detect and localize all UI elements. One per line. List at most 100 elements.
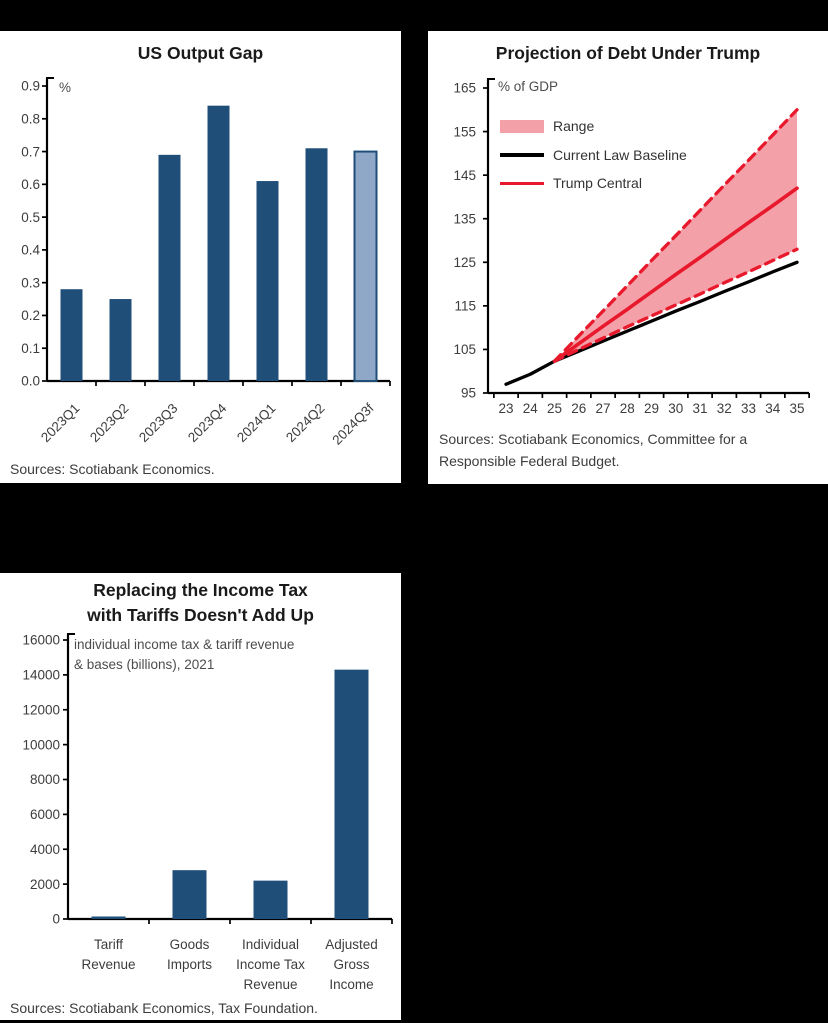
y-tick-label: 16000 xyxy=(22,633,60,648)
x-category-label: Income xyxy=(329,977,373,992)
x-category-label: Individual xyxy=(242,937,299,952)
bar-2023Q4 xyxy=(207,105,230,382)
y-tick-label: 6000 xyxy=(30,807,60,822)
y-tick-label: 165 xyxy=(453,81,476,96)
x-category-label: Revenue xyxy=(81,957,135,972)
debt-projection-line-chart: 95 105 115 125 135 145 155 165 23 24 25 26 27 28 29 30 3… xyxy=(453,78,810,416)
bar-2023Q2 xyxy=(109,299,132,381)
x-tick-label: 32 xyxy=(717,401,732,416)
bar-adjusted-gross-income xyxy=(334,669,369,919)
x-category-label: 2024Q3f xyxy=(329,400,376,447)
y-tick-label: 0.9 xyxy=(21,79,40,94)
bar-2024Q3f xyxy=(353,150,378,382)
chart-title-us-output-gap: US Output Gap xyxy=(137,43,264,63)
sources-note: Sources: Scotiabank Economics, Committee… xyxy=(439,428,747,472)
series-line-range-lower-bound xyxy=(552,247,799,363)
range-band-swatch xyxy=(500,119,544,133)
bar-2024Q1 xyxy=(256,181,279,381)
y-tick-label: 8000 xyxy=(30,772,60,787)
x-category-label: Gross xyxy=(333,957,369,972)
y-tick-label: 0.4 xyxy=(21,243,40,258)
x-tick-label: 33 xyxy=(741,401,756,416)
y-tick-label: 0.2 xyxy=(21,308,40,323)
x-tick-label: 24 xyxy=(523,401,539,416)
y-tick-label: 12000 xyxy=(22,702,60,717)
chart-title-income-tax-tariffs: Replacing the Income Tax with Tariffs Do… xyxy=(0,578,401,628)
title-line-1: Replacing the Income Tax xyxy=(93,580,308,600)
x-tick-label: 26 xyxy=(571,401,586,416)
x-tick-label: 23 xyxy=(498,401,513,416)
legend-label: Trump Central xyxy=(553,175,642,192)
sources-line-1: Sources: Scotiabank Economics, Committee… xyxy=(439,431,748,447)
y-tick-label: 155 xyxy=(453,124,476,139)
legend: Range Current Law Baseline Trump Central xyxy=(500,112,687,198)
bar-2023Q1 xyxy=(60,289,83,381)
red-line-swatch xyxy=(500,181,544,185)
series-line-trump-central xyxy=(552,186,799,363)
sources-note: Sources: Scotiabank Economics, Tax Found… xyxy=(10,1000,318,1016)
sources-line-2: Responsible Federal Budget. xyxy=(439,453,620,469)
y-tick-label: 105 xyxy=(453,342,476,357)
x-category-label: 2023Q4 xyxy=(185,400,230,445)
axis-annotation: individual income tax & tariff revenue &… xyxy=(74,635,294,675)
chart-title-debt-projection: Projection of Debt Under Trump xyxy=(495,43,761,63)
y-tick-label: 145 xyxy=(453,168,476,183)
y-tick-label: 0.0 xyxy=(21,374,40,389)
y-tick-label: 0.7 xyxy=(21,144,40,159)
y-tick-label: 0.1 xyxy=(21,341,40,356)
y-tick-label: 0.5 xyxy=(21,210,40,225)
legend-item-trump-central: Trump Central xyxy=(500,169,687,198)
x-category-label: Tariff xyxy=(94,937,123,952)
y-tick-label: 115 xyxy=(454,299,476,314)
bar-tariff-revenue xyxy=(91,916,126,919)
x-tick-label: 30 xyxy=(668,401,683,416)
y-tick-label: 0.8 xyxy=(21,111,40,126)
black-line-swatch xyxy=(500,153,544,157)
panel-debt-projection: Projection of Debt Under Trump % of GDP … xyxy=(428,31,828,484)
panel-income-tax-tariffs: Replacing the Income Tax with Tariffs Do… xyxy=(0,573,401,1020)
annotation-line-1: individual income tax & tariff revenue xyxy=(74,637,295,652)
bar-2024Q2 xyxy=(305,148,328,381)
y-tick-label: 14000 xyxy=(22,668,60,683)
panel-us-output-gap: US Output Gap % 0.0 0.1 0.2 0.3 0.4 0.5 0.6 0.7… xyxy=(0,31,401,483)
x-category-label: Income Tax xyxy=(236,957,305,972)
title-line-2: with Tariffs Doesn't Add Up xyxy=(87,605,314,625)
x-tick-label: 35 xyxy=(789,401,804,416)
y-tick-label: 95 xyxy=(461,386,476,401)
series-line-range-upper-bound xyxy=(552,108,799,363)
x-category-label: Adjusted xyxy=(325,937,378,952)
legend-item-range: Range xyxy=(500,112,687,141)
bar-individual-income-tax-revenue xyxy=(253,880,288,919)
y-axis-unit-label: % of GDP xyxy=(498,79,559,94)
legend-item-current-law-baseline: Current Law Baseline xyxy=(500,141,687,170)
bar-2023Q3 xyxy=(158,154,181,381)
x-tick-label: 31 xyxy=(692,401,707,416)
x-category-label: 2024Q1 xyxy=(234,401,279,446)
y-tick-label: 2000 xyxy=(30,877,60,892)
y-tick-label: 0 xyxy=(52,912,60,927)
legend-label: Range xyxy=(553,118,595,135)
x-category-label: 2023Q1 xyxy=(38,401,83,446)
x-tick-label: 34 xyxy=(765,401,781,416)
y-tick-label: 0.3 xyxy=(21,275,40,290)
y-tick-label: 10000 xyxy=(22,737,60,752)
x-category-label: Imports xyxy=(167,957,212,972)
x-category-label: Revenue xyxy=(243,977,297,992)
bar-goods-imports xyxy=(172,870,207,919)
y-axis-unit-label: % xyxy=(59,80,72,95)
y-tick-label: 4000 xyxy=(30,842,60,857)
x-category-label: 2023Q3 xyxy=(136,401,181,446)
x-tick-label: 29 xyxy=(644,401,659,416)
y-tick-label: 125 xyxy=(453,255,476,270)
y-tick-label: 135 xyxy=(453,211,476,226)
tariff-revenue-bar-chart: 0 2000 4000 6000 8000 10000 12000 14000 16000 Tar… xyxy=(22,633,393,992)
x-category-label: 2024Q2 xyxy=(283,401,328,446)
x-tick-label: 25 xyxy=(547,401,562,416)
x-category-label: 2023Q2 xyxy=(87,401,132,446)
annotation-line-2: & bases (billions), 2021 xyxy=(74,657,215,672)
x-tick-label: 27 xyxy=(595,401,610,416)
legend-label: Current Law Baseline xyxy=(553,146,687,163)
x-tick-label: 28 xyxy=(620,401,635,416)
